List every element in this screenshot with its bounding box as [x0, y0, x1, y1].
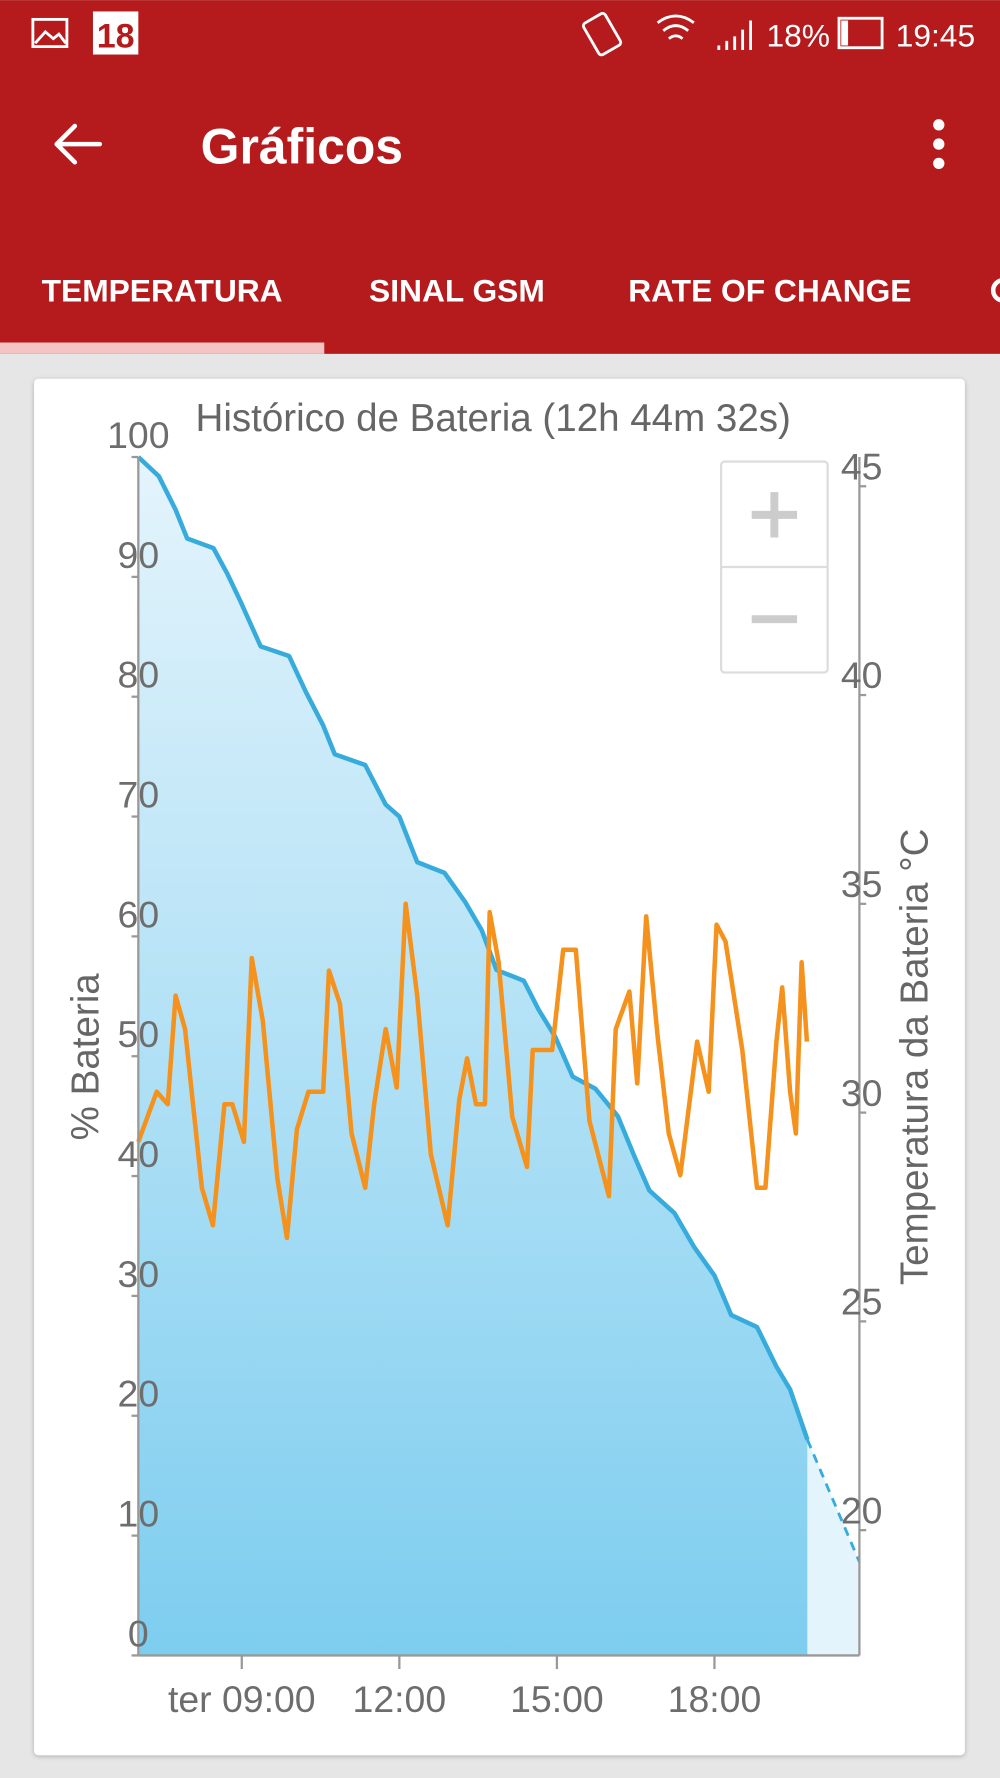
- y2-tick-label: 20: [841, 1489, 883, 1531]
- back-button[interactable]: [54, 123, 103, 165]
- menu-dot: [933, 157, 945, 170]
- chart-title: Histórico de Bateria (12h 44m 32s): [196, 397, 791, 440]
- more-menu[interactable]: [933, 119, 945, 170]
- x-tick-label: 12:00: [353, 1678, 447, 1720]
- tab-overflow: [990, 278, 1000, 303]
- zoom-controls: [719, 460, 829, 674]
- line: [136, 455, 810, 1441]
- y2-tick-label: 30: [841, 1072, 883, 1114]
- battery-level: [841, 20, 849, 46]
- x-tick-label: 15:00: [510, 1678, 604, 1720]
- calendar-icon: [92, 11, 139, 55]
- signal-icon: [717, 20, 752, 50]
- y-tick-label: 60: [118, 893, 160, 935]
- tab[interactable]: TEMPERATURA: [42, 273, 283, 309]
- y-tick-label: 20: [118, 1373, 160, 1415]
- app-bar: [0, 0, 1000, 354]
- y-tick-label: 90: [118, 534, 160, 576]
- gallery-icon: [31, 17, 69, 49]
- y2-tick-label: 35: [841, 863, 883, 905]
- area: [807, 1439, 860, 1656]
- y-tick-label: 40: [118, 1133, 160, 1175]
- menu-dot: [933, 138, 945, 150]
- y2-tick-label: 45: [841, 445, 883, 487]
- area: [138, 457, 808, 1656]
- tab-indicator: [0, 342, 325, 354]
- y-tick-label: 70: [118, 773, 160, 815]
- zoom-in[interactable]: [751, 492, 798, 538]
- x-tick-label: 18:00: [668, 1678, 762, 1720]
- y-axis-label: % Bateria: [65, 973, 108, 1141]
- battery-icon: [837, 16, 884, 50]
- wifi-icon: [656, 14, 695, 40]
- calendar-date: 18: [97, 18, 135, 56]
- gallery-icon-mountain: [34, 29, 67, 45]
- y-tick-label: 30: [118, 1253, 160, 1295]
- tab[interactable]: RATE OF CHANGE: [628, 273, 911, 309]
- battery-percent: 18%: [766, 18, 830, 54]
- y-tick-label: 50: [118, 1013, 160, 1055]
- line: [136, 901, 810, 1241]
- y2-tick-label: 25: [841, 1281, 883, 1323]
- menu-dot: [933, 119, 945, 131]
- app-title: Gráficos: [201, 118, 403, 174]
- y-tick-label: 80: [118, 654, 160, 696]
- y2-axis-label: Temperatura da Bateria °C: [893, 828, 936, 1285]
- tab[interactable]: SINAL GSM: [369, 273, 545, 309]
- plot: 0 10 20 30 40 50 60 70 80 90 100 20 25 30 35 40 45 ter 09…: [107, 414, 882, 1720]
- x-tick-label: ter 09:00: [168, 1678, 316, 1720]
- y-tick-label: 0: [128, 1612, 149, 1654]
- y-tick-label: 100: [107, 414, 169, 456]
- line: [806, 1439, 861, 1563]
- y2-tick-label: 40: [841, 654, 883, 696]
- vibrate-icon: [581, 12, 623, 57]
- status-bar: [31, 11, 884, 57]
- y-tick-label: 10: [118, 1493, 160, 1535]
- clock: 19:45: [896, 18, 975, 54]
